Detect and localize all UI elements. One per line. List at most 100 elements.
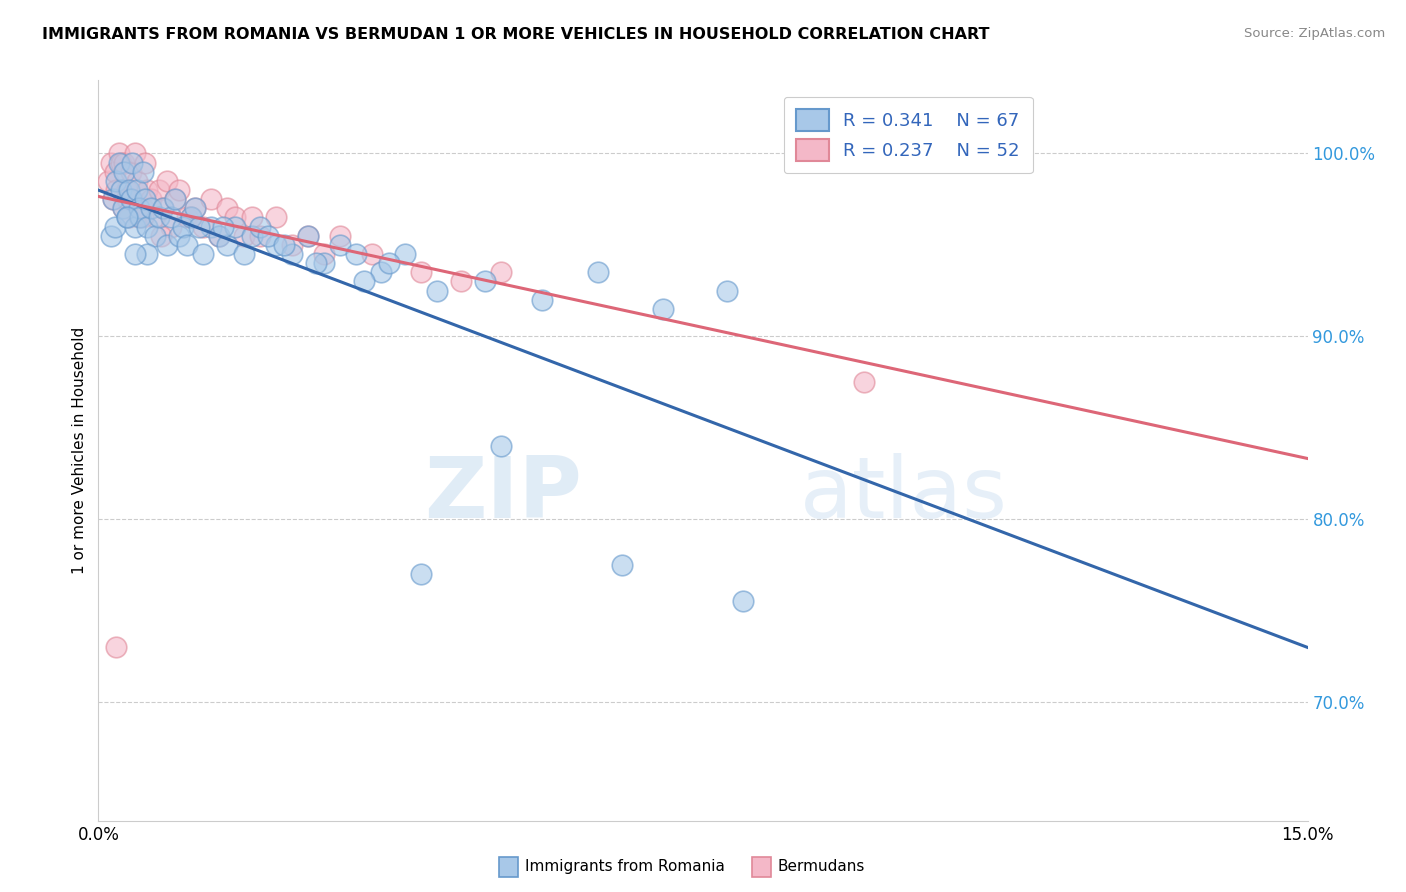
Point: [344, 247, 367, 261]
Point: [240, 211, 263, 225]
Point: [97, 174, 120, 188]
Point: [297, 228, 319, 243]
Point: [491, 265, 513, 279]
Legend: R = 0.341    N = 67, R = 0.237    N = 52: R = 0.341 N = 67, R = 0.237 N = 52: [783, 96, 1032, 173]
Point: [156, 237, 179, 252]
Point: [110, 183, 132, 197]
Point: [200, 192, 222, 206]
Point: [127, 183, 149, 197]
Point: [394, 247, 416, 261]
Point: [111, 201, 134, 215]
Point: [129, 211, 152, 225]
Point: [143, 211, 166, 225]
Point: [124, 146, 146, 161]
Point: [256, 228, 278, 243]
Point: [232, 228, 254, 243]
Point: [134, 192, 156, 206]
Text: Bermudans: Bermudans: [778, 859, 865, 874]
Point: [193, 219, 215, 234]
Text: Immigrants from Romania: Immigrants from Romania: [524, 859, 724, 874]
Point: [193, 247, 215, 261]
Point: [217, 201, 239, 215]
Text: atlas: atlas: [800, 453, 1008, 536]
Point: [180, 211, 202, 225]
Point: [107, 155, 129, 169]
Point: [716, 284, 738, 298]
Point: [105, 174, 128, 188]
Point: [139, 192, 162, 206]
Point: [329, 228, 352, 243]
Point: [377, 256, 399, 270]
Y-axis label: 1 or more Vehicles in Household: 1 or more Vehicles in Household: [72, 326, 87, 574]
Point: [105, 183, 128, 197]
Point: [128, 211, 150, 225]
Point: [184, 201, 207, 215]
Point: [124, 219, 146, 234]
Point: [314, 256, 336, 270]
Point: [134, 155, 156, 169]
Point: [409, 265, 432, 279]
Point: [132, 201, 155, 215]
Point: [409, 566, 432, 581]
Point: [184, 201, 207, 215]
Point: [612, 558, 634, 572]
Point: [120, 192, 142, 206]
Point: [176, 237, 198, 252]
Point: [240, 228, 263, 243]
Point: [224, 211, 246, 225]
Point: [249, 219, 271, 234]
Point: [224, 219, 246, 234]
Point: [361, 247, 384, 261]
Point: [160, 211, 183, 225]
Point: [103, 219, 125, 234]
Point: [281, 237, 304, 252]
Point: [118, 211, 141, 225]
Point: [132, 211, 155, 225]
Point: [105, 640, 128, 654]
Point: [124, 247, 146, 261]
Point: [120, 164, 142, 178]
Point: [249, 228, 271, 243]
Point: [232, 247, 254, 261]
Point: [176, 211, 198, 225]
Point: [103, 164, 125, 178]
Point: [100, 228, 122, 243]
Point: [314, 247, 336, 261]
Point: [110, 155, 132, 169]
Point: [188, 219, 211, 234]
Point: [474, 274, 496, 288]
Point: [297, 228, 319, 243]
Point: [167, 228, 190, 243]
Point: [733, 594, 755, 608]
Point: [172, 219, 194, 234]
Point: [121, 192, 143, 206]
Point: [586, 265, 609, 279]
Point: [163, 192, 186, 206]
Point: [208, 228, 231, 243]
Point: [156, 174, 179, 188]
Text: ZIP: ZIP: [425, 453, 582, 536]
Point: [217, 237, 239, 252]
Point: [212, 219, 235, 234]
Point: [160, 219, 183, 234]
Point: [121, 155, 143, 169]
Point: [163, 192, 186, 206]
Point: [208, 228, 231, 243]
Point: [101, 192, 124, 206]
Point: [135, 247, 157, 261]
Point: [107, 146, 129, 161]
Point: [112, 164, 135, 178]
Point: [281, 247, 304, 261]
Point: [115, 211, 138, 225]
Point: [264, 211, 287, 225]
Point: [112, 155, 135, 169]
Text: Source: ZipAtlas.com: Source: ZipAtlas.com: [1244, 27, 1385, 40]
Point: [152, 201, 174, 215]
Point: [152, 201, 174, 215]
Point: [135, 219, 157, 234]
Point: [128, 201, 150, 215]
Point: [426, 284, 449, 298]
Point: [115, 211, 138, 225]
Point: [450, 274, 472, 288]
Point: [115, 183, 138, 197]
